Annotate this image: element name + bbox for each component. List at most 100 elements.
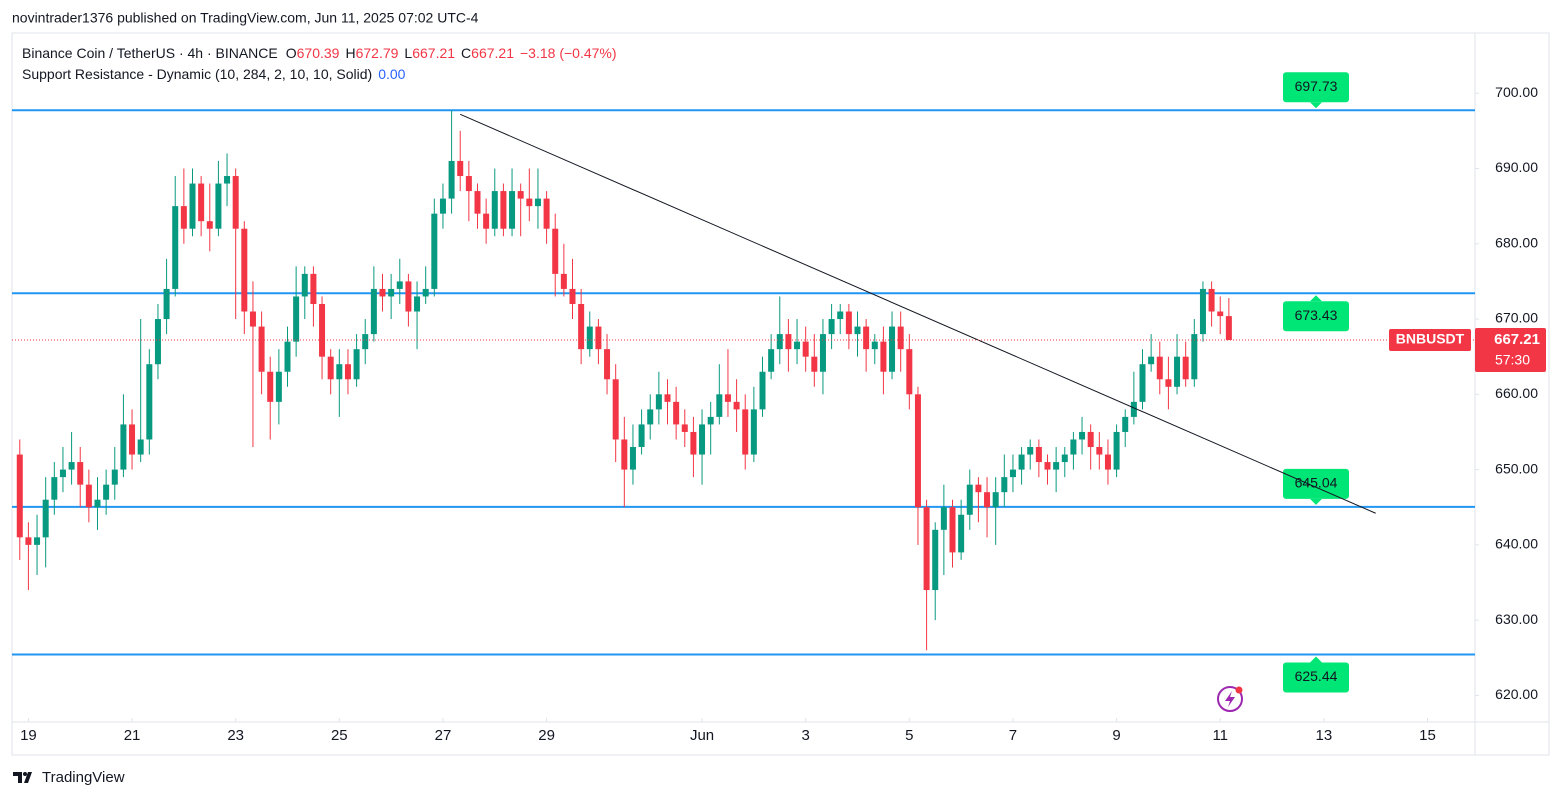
level-label-text: 625.44 [1295, 668, 1338, 684]
candle-body [949, 507, 956, 553]
candle-body [673, 401, 680, 425]
candle-body [1053, 462, 1060, 470]
candle-body [1087, 431, 1094, 448]
candle-body [25, 537, 32, 545]
candle-body [59, 469, 66, 478]
candle-body [1174, 356, 1181, 387]
level-label-text: 673.43 [1295, 307, 1338, 323]
ohlc-key: O [286, 45, 297, 61]
candle-body [1096, 447, 1103, 455]
candle-body [1199, 288, 1206, 335]
candle-body [647, 409, 654, 425]
candle-body [578, 303, 585, 350]
candle-body [1225, 316, 1232, 341]
level-label: 697.73 [1283, 72, 1349, 109]
candle-body [1001, 477, 1008, 493]
ohlc-value: 667.21 [412, 45, 455, 61]
candle-body [1079, 431, 1086, 440]
candle-body [215, 183, 222, 229]
candle-body [405, 281, 412, 312]
candle-body [77, 462, 84, 485]
level-label-text: 697.73 [1295, 78, 1338, 94]
candle-body [1027, 447, 1034, 455]
candle-body [42, 499, 49, 538]
candle-body [681, 424, 688, 432]
level-label-box [1283, 301, 1349, 332]
candle-body [474, 191, 481, 214]
candle-body [707, 416, 714, 425]
candle-body [785, 334, 792, 350]
candle-body [34, 537, 41, 545]
level-label-box [1283, 72, 1349, 103]
candle-body [889, 326, 896, 372]
candle-body [224, 176, 231, 184]
candle-body [1130, 401, 1137, 417]
candle-body [863, 326, 870, 350]
candle-body [1148, 356, 1155, 365]
x-tick-label: 29 [538, 727, 555, 744]
symbol-badge-text: BNBUSDT [1396, 331, 1465, 347]
candle-body [94, 499, 101, 508]
y-tick-label: 670.00 [1495, 310, 1538, 326]
tv-logo [13, 772, 32, 783]
level-label-pointer [1310, 656, 1322, 663]
published-line: novintrader1376 published on TradingView… [12, 10, 479, 26]
x-tick-label: 5 [905, 727, 913, 744]
level-label: 625.44 [1283, 656, 1349, 693]
candle-body [1122, 416, 1129, 432]
candle-body [975, 484, 982, 493]
candle-body [483, 213, 490, 229]
candle-body [370, 288, 377, 335]
candle-body [267, 371, 274, 402]
candle-body [543, 198, 550, 229]
candle-body [1217, 311, 1224, 317]
candle-body [344, 364, 351, 380]
candle-body [992, 492, 999, 508]
level-label: 673.43 [1283, 295, 1349, 332]
ohlc-value: 670.39 [297, 45, 340, 61]
level-label-text: 645.04 [1295, 475, 1338, 491]
y-tick-label: 700.00 [1495, 84, 1538, 100]
level-label-box [1283, 468, 1349, 499]
candle-body [310, 273, 317, 304]
candle-body [1070, 439, 1077, 455]
candle-body [595, 326, 602, 350]
chart-frame [11, 32, 1550, 756]
x-tick-label: 25 [331, 727, 348, 744]
candle-body [552, 228, 559, 274]
candle-body [629, 447, 636, 470]
candle-body [880, 341, 887, 372]
candle-body [569, 288, 576, 304]
x-tick-label: 11 [1212, 727, 1228, 744]
candle-body [612, 379, 619, 440]
candle-body [638, 424, 645, 448]
candle-body [85, 484, 92, 508]
candle-body [319, 303, 326, 357]
candle-body [517, 191, 524, 199]
y-tick-label: 650.00 [1495, 460, 1538, 476]
candle-body [457, 160, 464, 177]
candle-body [854, 326, 861, 335]
y-tick-label: 630.00 [1495, 611, 1538, 627]
candle-body [845, 311, 852, 335]
x-tick-label: 9 [1112, 727, 1120, 744]
lightning-icon [1217, 686, 1243, 712]
ohlc-value: 672.79 [356, 45, 399, 61]
x-tick-label: Jun [690, 727, 714, 744]
candle-body [1104, 454, 1111, 470]
candle-body [1061, 454, 1068, 463]
candle-body [1018, 454, 1025, 470]
candle-body [940, 507, 947, 530]
candle-body [984, 492, 991, 508]
candle-body [923, 507, 930, 591]
candle-body [68, 462, 75, 470]
y-tick-label: 640.00 [1495, 536, 1538, 552]
candle-body [431, 213, 438, 289]
y-tick-label: 680.00 [1495, 234, 1538, 250]
candle-body [897, 326, 904, 350]
candle-body [837, 311, 844, 320]
level-label-pointer [1310, 295, 1322, 302]
x-tick-label: 23 [227, 727, 244, 744]
candle-body [664, 394, 671, 402]
